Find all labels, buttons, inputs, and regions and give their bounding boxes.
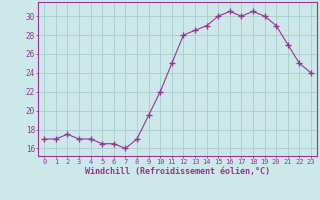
X-axis label: Windchill (Refroidissement éolien,°C): Windchill (Refroidissement éolien,°C) (85, 167, 270, 176)
